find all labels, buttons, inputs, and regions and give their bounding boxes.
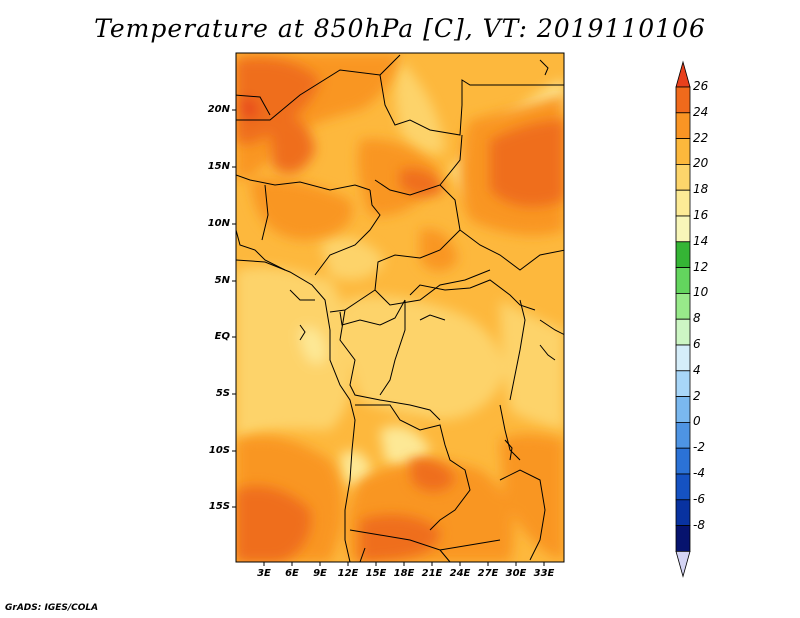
colorbar-segment (675, 318, 691, 346)
colorbar-label: 22 (693, 130, 709, 145)
colorbar-segment (675, 86, 691, 114)
colorbar-label: 0 (693, 414, 701, 429)
colorbar (675, 60, 691, 578)
footer-credit: GrADS: IGES/COLA (5, 603, 99, 613)
colorbar-label: 24 (693, 104, 709, 119)
colorbar-label: 14 (693, 233, 709, 248)
map-title: Temperature at 850hPa [C], VT: 201911010… (94, 14, 706, 43)
colorbar-segment (675, 215, 691, 243)
colorbar-label: -2 (693, 440, 705, 455)
colorbar-segment (675, 189, 691, 217)
lon-tick-label: 33E (533, 568, 555, 579)
lat-tick-label: 15N (207, 161, 230, 172)
colorbar-segment (675, 396, 691, 423)
colorbar-segment (675, 370, 691, 397)
colorbar-label: 8 (693, 311, 701, 326)
lat-tick-label: 5S (215, 388, 230, 399)
colorbar-segment (675, 473, 691, 501)
colorbar-label: -4 (693, 466, 705, 480)
lon-tick-label: 3E (257, 568, 271, 579)
colorbar-label: 2 (693, 388, 701, 403)
axis-ticks (232, 109, 545, 566)
country-borders (236, 54, 564, 562)
field-16-18-west (236, 267, 351, 440)
colorbar-segment (675, 292, 691, 320)
colorbar-segment (675, 447, 691, 475)
colorbar-segment (675, 267, 691, 294)
lon-tick-label: 24E (449, 568, 471, 579)
colorbar-bottom-arrow (675, 551, 691, 578)
colorbar-segment (675, 421, 691, 449)
colorbar-segment (675, 499, 691, 526)
coastline (236, 259, 356, 562)
colorbar-label: 12 (693, 259, 709, 274)
lon-tick-label: 12E (337, 568, 359, 579)
field-22-24-northwest (236, 58, 320, 144)
colorbar-label: 26 (693, 79, 709, 93)
lat-tick-label: 10N (207, 218, 230, 229)
colorbar-label: 4 (693, 362, 701, 377)
colorbar-segment (675, 525, 691, 552)
colorbar-label: -8 (693, 517, 705, 532)
lat-tick-label: 5N (214, 275, 230, 286)
lat-tick-label: 20N (207, 104, 230, 115)
colorbar-label: 6 (693, 337, 701, 351)
temperature-field (236, 53, 564, 562)
colorbar-label: 18 (693, 182, 709, 197)
colorbar-label: 16 (693, 208, 709, 222)
field-22-24-southwest (236, 486, 311, 562)
colorbar-segment (675, 112, 691, 140)
colorbar-top-arrow (675, 60, 691, 88)
lon-tick-label: 9E (313, 568, 327, 579)
lat-tick-label: 10S (208, 445, 230, 456)
lon-tick-label: 30E (505, 568, 527, 579)
colorbar-segment (675, 138, 691, 165)
colorbar-segment (675, 163, 691, 191)
colorbar-segment (675, 241, 691, 269)
lon-tick-label: 18E (393, 568, 415, 579)
map-frame (235, 52, 565, 563)
lat-tick-label: 15S (208, 501, 230, 512)
lon-tick-label: 15E (365, 568, 387, 579)
colorbar-label: -6 (693, 491, 705, 506)
lat-tick-label: EQ (214, 331, 230, 342)
colorbar-segment (675, 344, 691, 372)
colorbar-label: 20 (693, 156, 709, 171)
lon-tick-label: 6E (285, 568, 299, 579)
lon-tick-label: 27E (477, 568, 499, 579)
field-22-24-east (490, 120, 564, 207)
lon-tick-label: 21E (421, 568, 443, 579)
field-16-18-central (345, 295, 505, 420)
colorbar-label: 10 (693, 285, 709, 300)
